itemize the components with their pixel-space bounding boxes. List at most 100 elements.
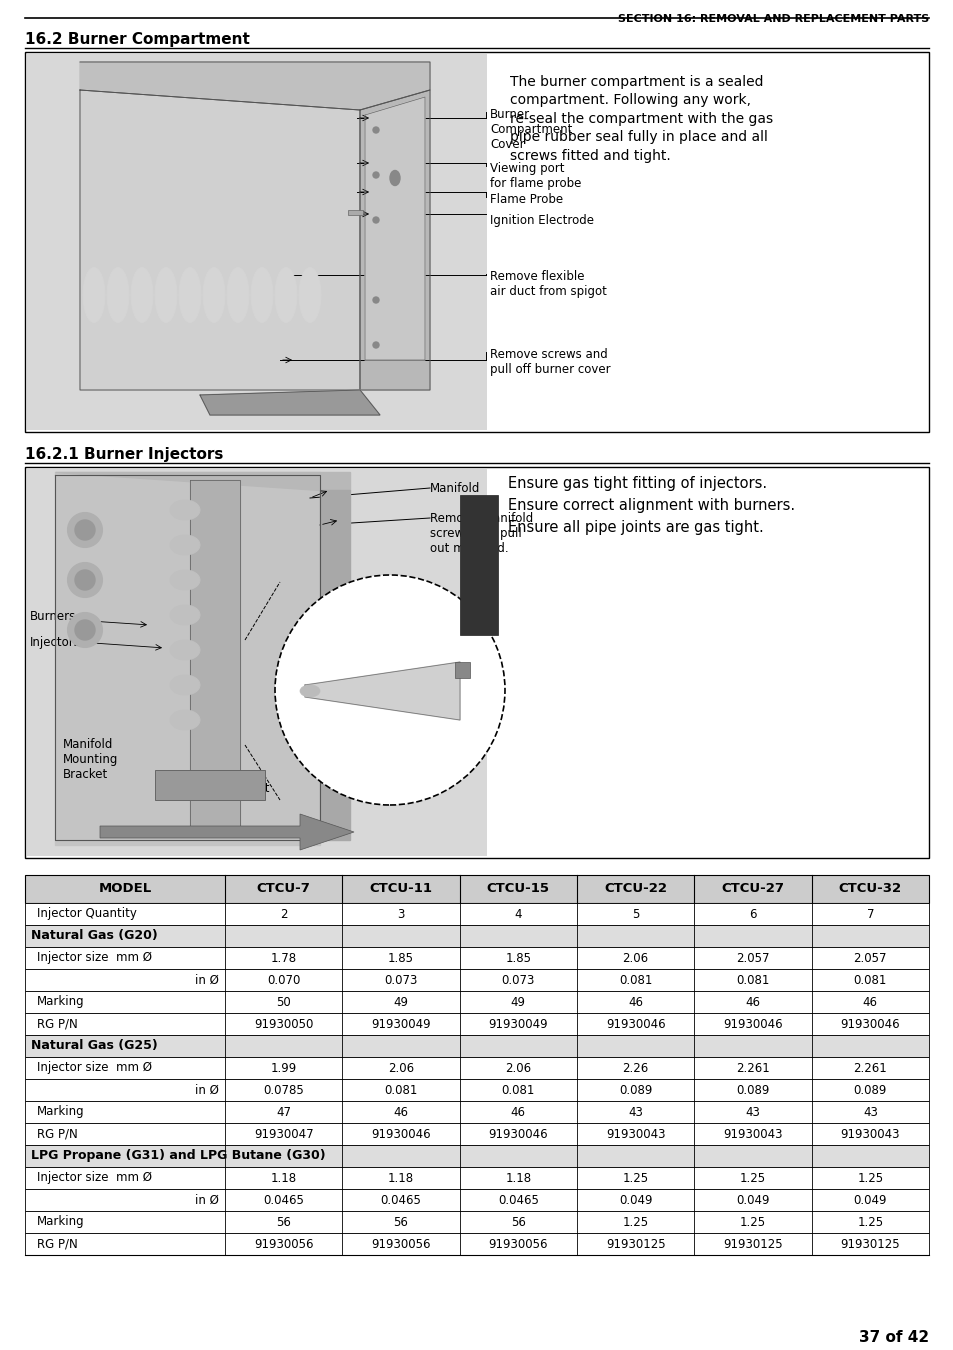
Text: Manifold→: Manifold→ — [350, 599, 407, 610]
Bar — [27, 468, 486, 856]
Bar — [25, 53, 928, 432]
Bar — [25, 1123, 928, 1145]
Text: MODEL: MODEL — [98, 883, 152, 895]
Text: 0.070: 0.070 — [267, 973, 300, 987]
Text: Injectors: Injectors — [30, 636, 81, 649]
Bar — [25, 969, 928, 991]
Bar — [25, 903, 928, 925]
Bar — [455, 662, 470, 678]
Circle shape — [274, 575, 504, 805]
Ellipse shape — [170, 605, 200, 625]
Text: 0.089: 0.089 — [736, 1084, 769, 1096]
Ellipse shape — [298, 267, 320, 323]
Text: 1.25: 1.25 — [857, 1215, 882, 1228]
Text: 1.85: 1.85 — [505, 952, 531, 964]
Text: 49: 49 — [393, 995, 408, 1008]
Bar — [25, 1211, 928, 1233]
Text: 1.25: 1.25 — [622, 1172, 648, 1184]
Circle shape — [373, 297, 378, 302]
Text: 91930049: 91930049 — [371, 1018, 431, 1030]
Text: 0.0465: 0.0465 — [380, 1193, 421, 1207]
Text: 91930046: 91930046 — [840, 1018, 900, 1030]
Text: 4: 4 — [514, 907, 521, 921]
Text: Marking: Marking — [339, 768, 387, 782]
Text: SECTION 16: REMOVAL AND REPLACEMENT PARTS: SECTION 16: REMOVAL AND REPLACEMENT PART… — [618, 14, 928, 24]
Bar — [25, 1145, 928, 1166]
Polygon shape — [190, 481, 240, 836]
Text: 0.089: 0.089 — [618, 1084, 652, 1096]
Text: 46: 46 — [627, 995, 642, 1008]
Polygon shape — [319, 490, 350, 840]
Ellipse shape — [170, 640, 200, 660]
Polygon shape — [305, 662, 459, 720]
Text: 0.073: 0.073 — [384, 973, 417, 987]
Text: RG P/N: RG P/N — [37, 1018, 77, 1030]
Text: in Ø: in Ø — [195, 1084, 219, 1096]
Text: 2.261: 2.261 — [853, 1061, 886, 1075]
Bar — [25, 1012, 928, 1035]
Text: 91930043: 91930043 — [605, 1127, 665, 1141]
Text: 0.049: 0.049 — [853, 1193, 886, 1207]
Ellipse shape — [251, 267, 273, 323]
Text: 2.06: 2.06 — [505, 1061, 531, 1075]
Ellipse shape — [170, 675, 200, 695]
Text: Burners: Burners — [30, 610, 76, 622]
Text: 2.057: 2.057 — [853, 952, 886, 964]
Text: 2.06: 2.06 — [388, 1061, 414, 1075]
Text: 0.0465: 0.0465 — [497, 1193, 538, 1207]
Text: 0.081: 0.081 — [736, 973, 769, 987]
Text: Viewing port
for flame probe: Viewing port for flame probe — [490, 162, 580, 190]
Text: 49: 49 — [510, 995, 525, 1008]
Text: 91930050: 91930050 — [253, 1018, 313, 1030]
Ellipse shape — [203, 267, 225, 323]
Text: 91930125: 91930125 — [605, 1238, 665, 1250]
Text: 46: 46 — [393, 1106, 408, 1119]
Polygon shape — [55, 472, 350, 490]
Text: 2.057: 2.057 — [736, 952, 769, 964]
Text: 3: 3 — [396, 907, 404, 921]
Text: 46: 46 — [862, 995, 877, 1008]
Text: Ignition Electrode: Ignition Electrode — [490, 215, 594, 227]
Text: 91930049: 91930049 — [488, 1018, 548, 1030]
Text: 1.99: 1.99 — [271, 1061, 296, 1075]
Circle shape — [373, 217, 378, 223]
Text: 47: 47 — [275, 1106, 291, 1119]
Bar — [459, 495, 497, 634]
Ellipse shape — [179, 267, 201, 323]
Text: 91930056: 91930056 — [253, 1238, 314, 1250]
Text: 91930046: 91930046 — [371, 1127, 431, 1141]
Bar — [154, 769, 265, 801]
Text: 16.2 Burner Compartment: 16.2 Burner Compartment — [25, 32, 250, 47]
Text: Ensure gas tight fitting of injectors.
Ensure correct alignment with burners.
En: Ensure gas tight fitting of injectors. E… — [507, 477, 794, 536]
Polygon shape — [55, 472, 319, 845]
Text: 1.18: 1.18 — [505, 1172, 531, 1184]
Text: 91930056: 91930056 — [371, 1238, 431, 1250]
Bar — [25, 1035, 928, 1057]
Text: 56: 56 — [511, 1215, 525, 1228]
Text: 1.25: 1.25 — [740, 1215, 765, 1228]
Circle shape — [373, 342, 378, 348]
Text: 91930046: 91930046 — [722, 1018, 782, 1030]
Ellipse shape — [75, 520, 95, 540]
Text: 0.073: 0.073 — [501, 973, 535, 987]
Text: Unscrew
Injectors: Unscrew Injectors — [314, 640, 363, 662]
Text: Marking: Marking — [37, 1106, 85, 1119]
Text: 0.081: 0.081 — [853, 973, 886, 987]
Circle shape — [373, 127, 378, 134]
Text: 0.0785: 0.0785 — [263, 1084, 304, 1096]
Text: 2.06: 2.06 — [622, 952, 648, 964]
Bar — [25, 1102, 928, 1123]
Text: 43: 43 — [745, 1106, 760, 1119]
Text: Marking: Marking — [37, 1215, 85, 1228]
Text: CTCU-32: CTCU-32 — [838, 883, 901, 895]
Text: Injector size  mm Ø: Injector size mm Ø — [37, 952, 152, 964]
Text: 16.2.1 Burner Injectors: 16.2.1 Burner Injectors — [25, 447, 223, 462]
Polygon shape — [80, 90, 359, 390]
Bar — [25, 1057, 928, 1079]
Text: Manifold: Manifold — [430, 482, 480, 495]
Text: 91930046: 91930046 — [488, 1127, 548, 1141]
Text: 1.25: 1.25 — [622, 1215, 648, 1228]
Ellipse shape — [299, 684, 319, 697]
Ellipse shape — [68, 563, 102, 598]
Text: 2.261: 2.261 — [736, 1061, 769, 1075]
